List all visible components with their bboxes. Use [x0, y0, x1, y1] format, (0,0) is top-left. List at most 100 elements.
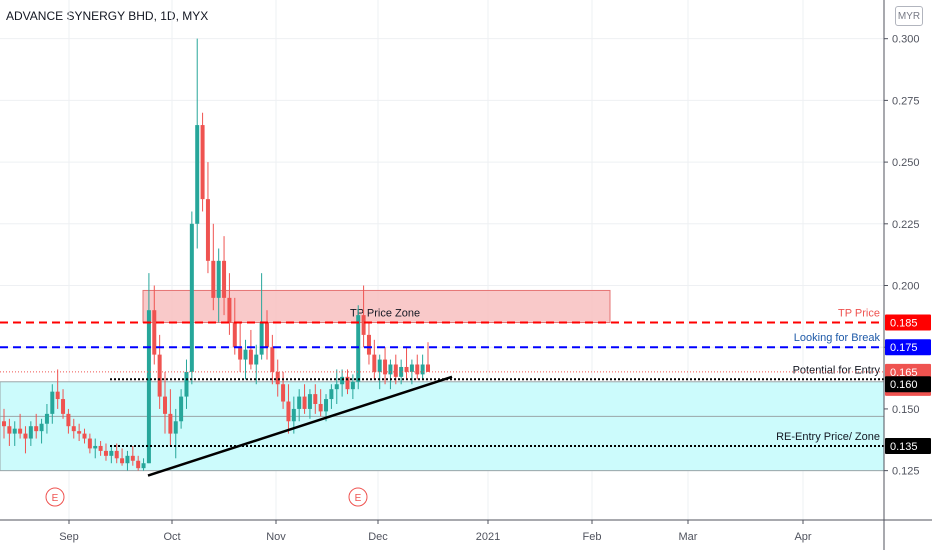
trendline [147, 375, 453, 477]
support-price-tag-text: 0.160 [890, 379, 918, 391]
level-label: TP Price [838, 308, 880, 320]
time-tick-label: Sep [59, 531, 79, 543]
currency-button[interactable]: MYR [895, 6, 923, 26]
candle-body [297, 396, 302, 409]
candle-body [415, 364, 420, 375]
tp-price-zone-label: TP Price Zone [350, 308, 420, 320]
candle-body [222, 260, 227, 298]
candle-body [152, 310, 157, 355]
price-tick-label: 0.300 [892, 34, 920, 46]
time-tick-label: Mar [679, 531, 698, 543]
candle-body [318, 403, 323, 412]
candle-body [12, 428, 17, 434]
break-price-tag-text: 0.175 [890, 342, 918, 354]
candle-body [345, 376, 350, 390]
candle-body [50, 391, 55, 414]
candle-body [179, 396, 184, 422]
candle-body [114, 450, 119, 459]
candle-body [168, 413, 173, 434]
candle-body [409, 364, 414, 372]
candle-body [286, 401, 291, 422]
candle-body [157, 354, 162, 397]
reentry-price-tag [885, 437, 931, 454]
earnings-marker-label: E [52, 493, 59, 504]
candle-body [259, 322, 264, 355]
candle-body [71, 426, 76, 432]
candle-body [173, 421, 178, 434]
price-tick-label: 0.125 [892, 466, 920, 478]
earnings-marker [45, 487, 65, 507]
candle-body [18, 428, 23, 434]
candle-body [216, 260, 221, 298]
candle-body [34, 426, 39, 432]
candle-body [141, 463, 146, 469]
candle-body [399, 366, 404, 377]
earnings-marker [348, 487, 368, 507]
time-tick-label: 2021 [476, 531, 500, 543]
candle-body [388, 364, 393, 375]
candle-body [120, 458, 125, 464]
candle-body [87, 438, 92, 449]
candle-body [404, 366, 409, 372]
candle-body [77, 431, 82, 434]
candle-body [82, 433, 87, 439]
candle-body [184, 371, 189, 397]
tp-price-tag [885, 314, 931, 331]
candle-body [163, 396, 168, 414]
candle-body [195, 125, 200, 224]
candle-body [98, 445, 103, 451]
level-lines: TP Price Looking for Break Potential for E… [0, 308, 884, 447]
candle-body [426, 364, 430, 372]
candle-body [291, 408, 296, 422]
reentry-price-tag-text: 0.135 [890, 441, 918, 453]
candle-body [93, 445, 98, 449]
support-price-tag [885, 376, 931, 393]
candle-body [383, 359, 388, 375]
candle-body [238, 347, 243, 360]
candles [2, 38, 430, 471]
candle-body [205, 199, 210, 261]
level-label: Potential for Entry [793, 364, 881, 376]
break-price-tag [885, 339, 931, 356]
candle-body [275, 371, 280, 385]
candle-body [211, 260, 216, 298]
candle-body [372, 354, 377, 372]
last-price-tag-text: 0.165 [890, 367, 918, 379]
time-tick-label: Apr [794, 531, 811, 543]
candle-body [44, 413, 49, 424]
candle-body [366, 334, 371, 355]
candle-body [248, 349, 253, 365]
earnings-marker-label: E [355, 493, 362, 504]
candle-body [189, 223, 194, 372]
trendline-line [147, 375, 453, 477]
candle-body [270, 347, 275, 372]
candle-body [329, 389, 334, 400]
price-tick-label: 0.225 [892, 219, 920, 231]
candle-body [302, 396, 307, 409]
candle-body [39, 423, 44, 432]
candle-body [103, 450, 108, 456]
time-tick-label: Dec [368, 531, 388, 543]
candle-body [232, 322, 237, 348]
candle-body [109, 450, 114, 456]
time-tick-label: Oct [163, 531, 180, 543]
tp-price-zone [142, 289, 611, 324]
candle-body [227, 297, 232, 323]
level-label: RE-Entry Price/ Zone [776, 431, 880, 443]
candle-body [243, 349, 248, 360]
candle-body [55, 391, 60, 400]
time-axis: E E Sep Oct Nov Dec 2021 Feb Mar Apr [0, 487, 932, 543]
candle-body [2, 421, 6, 427]
candle-body [324, 399, 329, 412]
tp-price-tag-text: 0.185 [890, 318, 918, 330]
candle-body [393, 364, 398, 377]
candle-body [281, 384, 286, 402]
price-tick-label: 0.150 [892, 404, 920, 416]
candle-body [264, 322, 269, 348]
candle-body [200, 125, 205, 200]
candle-body [420, 364, 425, 375]
candle-body [361, 315, 366, 335]
candle-body [334, 384, 339, 390]
